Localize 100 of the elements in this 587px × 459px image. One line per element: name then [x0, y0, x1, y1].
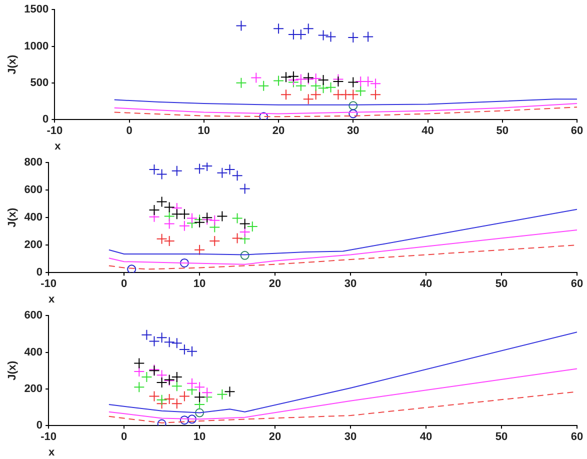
point — [239, 218, 250, 230]
point — [325, 82, 336, 93]
point — [325, 31, 336, 42]
point — [288, 70, 299, 82]
point — [240, 250, 250, 260]
x-tick-label: 60 — [570, 278, 584, 290]
point — [148, 204, 160, 216]
point — [348, 109, 358, 118]
point — [134, 382, 145, 393]
x-tick-label: 20 — [268, 278, 282, 290]
x-axis-title: x — [54, 140, 62, 152]
point — [236, 77, 247, 88]
point — [232, 212, 243, 224]
point — [348, 89, 359, 100]
line-series — [108, 244, 577, 270]
point — [239, 183, 250, 194]
point — [216, 388, 228, 400]
x-tick-label: 30 — [344, 278, 357, 290]
point — [178, 390, 190, 402]
y-tick-label: 600 — [24, 310, 43, 322]
point — [156, 394, 168, 406]
point — [194, 399, 206, 410]
point — [362, 31, 374, 42]
point — [246, 221, 258, 232]
point — [236, 20, 247, 32]
point — [164, 210, 175, 222]
x-tick-label: 50 — [495, 431, 508, 444]
point — [348, 101, 358, 110]
point — [348, 32, 359, 43]
point — [157, 419, 166, 426]
point — [194, 392, 206, 403]
point — [194, 244, 206, 256]
y-tick-label: 0 — [42, 114, 49, 126]
point — [171, 165, 182, 176]
point — [370, 78, 382, 90]
x-tick-label: 30 — [347, 125, 360, 138]
point — [318, 82, 329, 94]
point — [164, 218, 175, 230]
point — [310, 73, 322, 84]
x-tick-label: 0 — [120, 278, 128, 290]
point — [310, 89, 322, 100]
point — [273, 75, 284, 86]
y-tick-label: 400 — [24, 212, 43, 224]
point — [250, 72, 262, 84]
point — [280, 89, 292, 100]
point — [134, 358, 145, 369]
point — [216, 167, 228, 178]
x-axis-title: x — [48, 446, 56, 458]
x-tick-label: 60 — [570, 125, 584, 138]
point — [186, 212, 198, 224]
x-tick-label: 40 — [422, 125, 434, 138]
point — [295, 74, 306, 85]
y-tick-label: 600 — [24, 184, 43, 196]
point — [195, 408, 204, 418]
y-tick-label: 400 — [24, 346, 43, 358]
point — [258, 80, 270, 92]
point — [216, 210, 228, 222]
x-tick-label: 40 — [420, 431, 432, 444]
point — [194, 216, 206, 228]
point — [273, 23, 284, 34]
point — [171, 372, 182, 383]
point — [232, 232, 243, 244]
point — [302, 23, 314, 34]
point — [141, 372, 152, 383]
point — [239, 226, 250, 238]
point — [134, 366, 145, 378]
line-series — [114, 106, 577, 118]
point — [194, 163, 206, 174]
point — [180, 416, 189, 425]
point — [127, 264, 136, 273]
point — [209, 235, 220, 246]
point — [259, 112, 268, 120]
y-tick-label: 200 — [24, 382, 43, 395]
x-axis-title: x — [48, 293, 56, 306]
y-tick-label: 1500 — [24, 4, 49, 16]
x-tick-label: 20 — [272, 125, 285, 138]
x-tick-label: 20 — [268, 431, 282, 444]
x-tick-label: 10 — [193, 278, 206, 290]
point — [156, 377, 168, 388]
point — [171, 380, 182, 392]
x-tick-label: 30 — [344, 431, 357, 444]
y-tick-label: 200 — [24, 239, 43, 252]
y-tick-label: 500 — [30, 76, 49, 89]
point — [148, 390, 160, 402]
point — [164, 235, 175, 246]
point — [318, 74, 329, 86]
y-tick-label: 0 — [36, 266, 43, 279]
x-tick-label: 0 — [120, 431, 128, 444]
x-tick-label: 10 — [193, 431, 206, 444]
y-axis-title: J(x) — [6, 207, 19, 228]
y-tick-label: 800 — [24, 156, 43, 169]
point — [187, 414, 196, 424]
point — [180, 258, 189, 268]
point — [370, 89, 382, 100]
y-tick-label: 1000 — [24, 40, 49, 52]
point — [171, 208, 182, 220]
x-tick-label: 60 — [570, 431, 584, 444]
y-axis-title: J(x) — [6, 54, 19, 74]
point — [318, 30, 329, 41]
point — [202, 162, 213, 172]
